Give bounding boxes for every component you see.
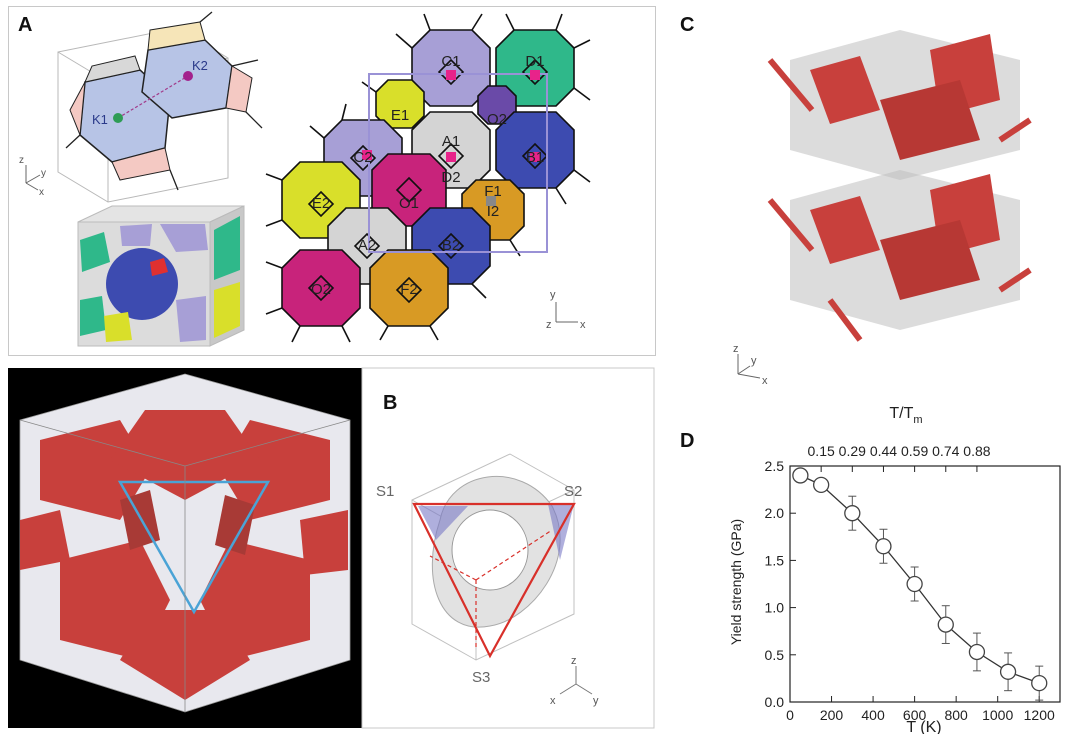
panel-a-letter: A [18, 14, 33, 36]
top-axis-label: T/Tm [889, 405, 922, 426]
y-tick-label: 2.0 [765, 505, 785, 521]
x-tick-label: 0 [786, 707, 794, 723]
data-point [1031, 674, 1048, 692]
x-axis-label: T (K) [906, 719, 941, 734]
top-axis-label-main: T/T [889, 405, 913, 422]
y-axis-label: Yield strength (GPa) [728, 519, 744, 645]
top-tick-label: 0.44 [870, 443, 897, 459]
y-tick-label: 0.0 [765, 694, 785, 710]
top-tick-label: 0.29 [839, 443, 866, 459]
data-point [875, 538, 892, 555]
top-tick-label: 0.88 [963, 443, 990, 459]
panel-b-letter: B [383, 392, 398, 414]
data-point [813, 476, 830, 494]
data-point [968, 643, 986, 661]
panel-d-letter: D [680, 430, 695, 452]
data-point [937, 616, 954, 633]
x-tick-label: 1000 [982, 707, 1013, 723]
x-tick-label: 600 [903, 707, 927, 723]
x-tick-label: 400 [861, 707, 885, 723]
data-point [999, 663, 1017, 680]
x-tick-label: 800 [944, 707, 968, 723]
top-tick-label: 0.74 [932, 443, 959, 459]
y-tick-label: 2.5 [765, 458, 785, 474]
top-tick-label: 0.15 [808, 443, 835, 459]
plot-frame [789, 465, 1061, 703]
y-tick-label: 1.0 [765, 600, 785, 616]
data-point [906, 575, 923, 593]
x-tick-label: 200 [820, 707, 844, 723]
panel-c-letter: C [680, 14, 695, 36]
top-tick-label: 0.59 [901, 443, 928, 459]
data-point [792, 467, 809, 484]
data-point [844, 505, 861, 522]
x-tick-label: 1200 [1024, 707, 1055, 723]
y-tick-label: 0.5 [765, 647, 785, 663]
top-axis-label-subscript: m [913, 414, 922, 426]
y-tick-label: 1.5 [765, 552, 785, 568]
